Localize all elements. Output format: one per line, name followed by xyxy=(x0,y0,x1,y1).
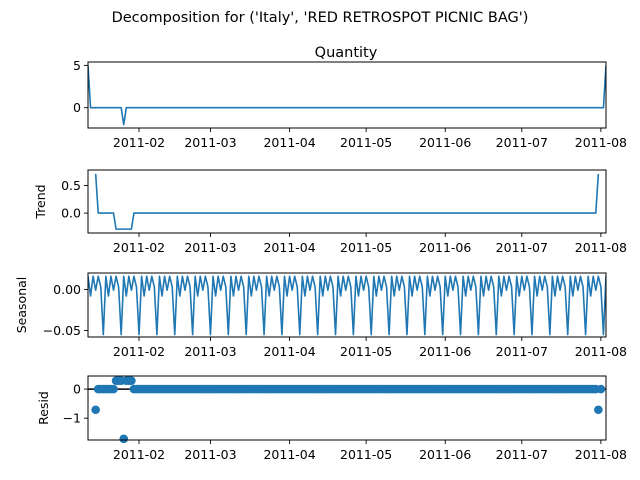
resid-axes-frame xyxy=(87,375,607,441)
trend-xtick-label: 2011-05 xyxy=(340,240,392,255)
seasonal-ytick-label: −0.05 xyxy=(43,323,81,338)
trend-xtick-label: 2011-07 xyxy=(496,240,548,255)
seasonal-ylabel: Seasonal xyxy=(14,277,29,334)
figure-title: Decomposition for ('Italy', 'RED RETROSP… xyxy=(112,10,529,26)
seasonal-xtick-label: 2011-08 xyxy=(575,344,627,359)
resid-xtick-label: 2011-04 xyxy=(263,447,315,462)
resid-panel: 0 −1 2011-02 2011-03 2011-04 2011-05 2011-06 20… xyxy=(36,375,627,462)
trend-axes-frame xyxy=(87,169,607,234)
seasonal-series-line xyxy=(88,275,606,336)
resid-point xyxy=(91,405,100,415)
quantity-xtick-label: 2011-05 xyxy=(340,135,392,150)
trend-panel: 0.0 0.5 2011-02 2011-03 2011-04 2011-05 2011-0… xyxy=(33,169,627,255)
trend-ytick-label: 0.5 xyxy=(61,178,81,193)
trend-ylabel: Trend xyxy=(33,184,48,219)
resid-xtick-label: 2011-08 xyxy=(575,447,627,462)
quantity-ytick-label: 0 xyxy=(73,100,81,115)
seasonal-xtick-label: 2011-05 xyxy=(340,344,392,359)
seasonal-xtick-label: 2011-02 xyxy=(113,344,165,359)
trend-xtick-label: 2011-08 xyxy=(575,240,627,255)
resid-point xyxy=(127,376,136,385)
quantity-xtick-label: 2011-08 xyxy=(575,135,627,150)
resid-ylabel: Resid xyxy=(36,391,51,425)
resid-xtick-label: 2011-02 xyxy=(113,447,165,462)
resid-ytick-label: 0 xyxy=(73,382,81,397)
resid-point xyxy=(594,405,603,415)
trend-xtick-label: 2011-06 xyxy=(419,240,471,255)
seasonal-axes-frame xyxy=(87,272,607,338)
resid-xtick-label: 2011-07 xyxy=(496,447,548,462)
resid-point xyxy=(119,434,129,444)
trend-xtick-label: 2011-02 xyxy=(113,240,165,255)
seasonal-xtick-label: 2011-07 xyxy=(496,344,548,359)
quantity-xtick-label: 2011-04 xyxy=(263,135,315,150)
seasonal-panel: 0.00 −0.05 2011-02 2011-03 2011-04 2011-05 201… xyxy=(14,272,627,359)
seasonal-xtick-label: 2011-06 xyxy=(419,344,471,359)
seasonal-xtick-label: 2011-04 xyxy=(263,344,315,359)
resid-xtick-label: 2011-06 xyxy=(419,447,471,462)
seasonal-xtick-label: 2011-03 xyxy=(184,344,236,359)
trend-xtick-label: 2011-03 xyxy=(184,240,236,255)
quantity-xtick-label: 2011-07 xyxy=(496,135,548,150)
resid-point xyxy=(109,384,118,394)
seasonal-ytick-label: 0.00 xyxy=(53,282,81,297)
resid-xtick-label: 2011-05 xyxy=(340,447,392,462)
trend-xtick-label: 2011-04 xyxy=(263,240,315,255)
quantity-panel: 0 5 2011-02 2011-03 2011-04 2011-05 2011-06 201… xyxy=(73,58,627,150)
quantity-series-line xyxy=(88,65,606,126)
resid-ytick-label: −1 xyxy=(63,411,81,426)
quantity-xtick-label: 2011-02 xyxy=(113,135,165,150)
resid-xtick-label: 2011-03 xyxy=(184,447,236,462)
trend-series-line xyxy=(94,173,600,230)
quantity-ytick-label: 5 xyxy=(73,58,81,73)
resid-point xyxy=(596,384,606,394)
trend-ytick-label: 0.0 xyxy=(61,206,81,221)
quantity-xtick-label: 2011-03 xyxy=(184,135,236,150)
quantity-axes-frame xyxy=(87,61,607,129)
quantity-panel-title: Quantity xyxy=(315,45,378,61)
quantity-xtick-label: 2011-06 xyxy=(419,135,471,150)
